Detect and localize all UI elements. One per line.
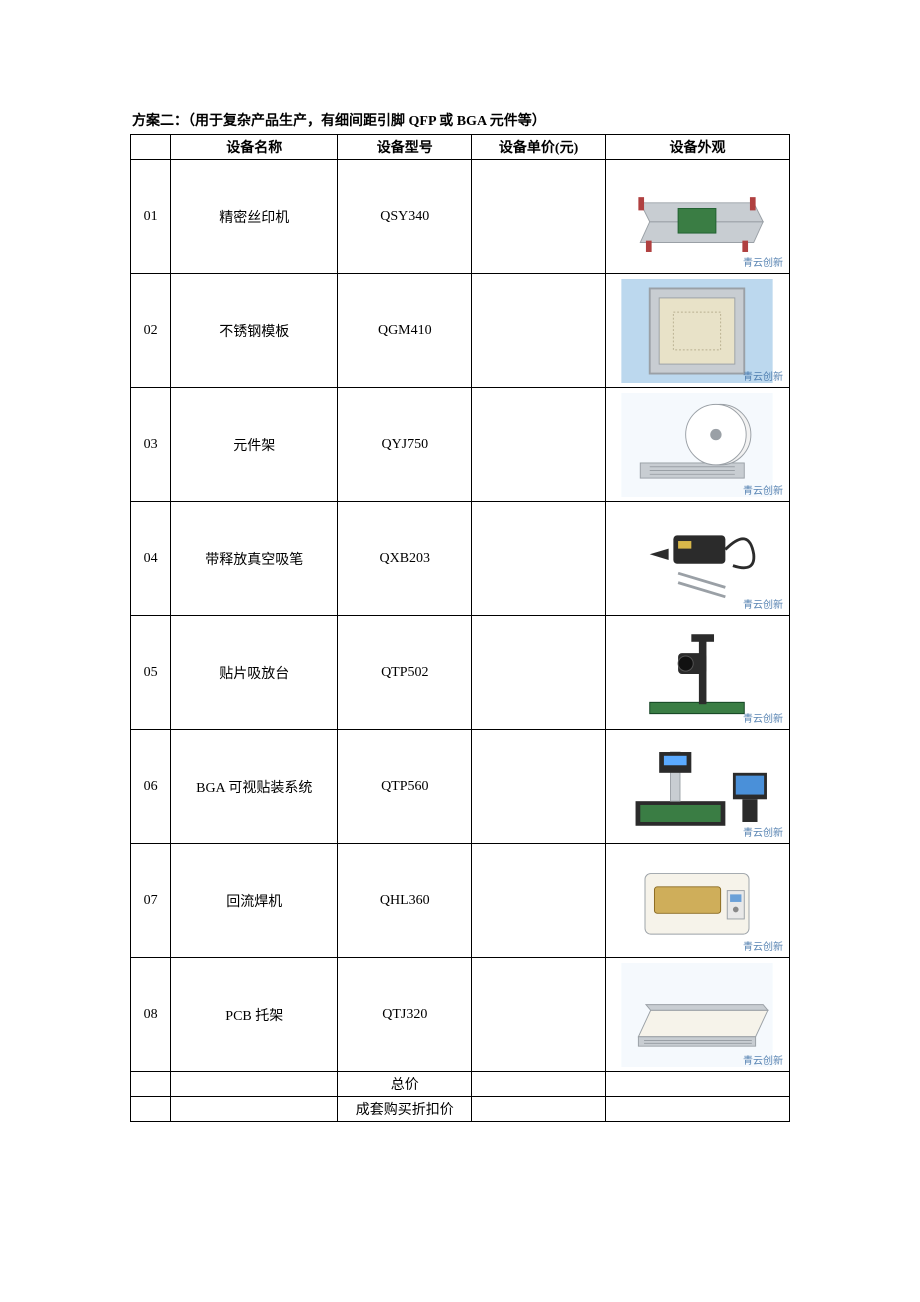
table-row: 04带释放真空吸笔QXB203 青云创新 bbox=[131, 502, 790, 616]
cell-name: 带释放真空吸笔 bbox=[171, 502, 338, 616]
equipment-thumbnail: 青云创新 bbox=[606, 730, 789, 843]
watermark-text: 青云创新 bbox=[743, 938, 783, 953]
cell-image: 青云创新 bbox=[605, 502, 789, 616]
cell-index: 02 bbox=[131, 274, 171, 388]
col-header-price: 设备单价(元) bbox=[472, 135, 606, 160]
watermark-text: 青云创新 bbox=[743, 710, 783, 725]
cell-index: 07 bbox=[131, 844, 171, 958]
col-header-index bbox=[131, 135, 171, 160]
cell-name: 元件架 bbox=[171, 388, 338, 502]
cell-name: 精密丝印机 bbox=[171, 160, 338, 274]
cell-index: 08 bbox=[131, 958, 171, 1072]
cell-image: 青云创新 bbox=[605, 274, 789, 388]
col-header-name: 设备名称 bbox=[171, 135, 338, 160]
cell-model: QSY340 bbox=[338, 160, 472, 274]
cell-price bbox=[472, 160, 606, 274]
table-row: 03元件架QYJ750 青云创新 bbox=[131, 388, 790, 502]
cell-image: 青云创新 bbox=[605, 844, 789, 958]
cell-price bbox=[472, 616, 606, 730]
cell-image: 青云创新 bbox=[605, 616, 789, 730]
cell-summary-value bbox=[472, 1072, 606, 1097]
cell-image: 青云创新 bbox=[605, 388, 789, 502]
cell-image bbox=[605, 1097, 789, 1122]
cell-image: 青云创新 bbox=[605, 958, 789, 1072]
watermark-text: 青云创新 bbox=[743, 254, 783, 269]
watermark-text: 青云创新 bbox=[743, 596, 783, 611]
table-row: 06BGA 可视贴装系统QTP560 青云创新 bbox=[131, 730, 790, 844]
table-row: 08PCB 托架QTJ320 青云创新 bbox=[131, 958, 790, 1072]
equipment-thumbnail: 青云创新 bbox=[606, 388, 789, 501]
cell-price bbox=[472, 388, 606, 502]
watermark-text: 青云创新 bbox=[743, 1052, 783, 1067]
col-header-image: 设备外观 bbox=[605, 135, 789, 160]
table-summary-row: 总价 bbox=[131, 1072, 790, 1097]
watermark-text: 青云创新 bbox=[743, 368, 783, 383]
cell-summary-label: 总价 bbox=[338, 1072, 472, 1097]
cell-index: 05 bbox=[131, 616, 171, 730]
cell-name: 贴片吸放台 bbox=[171, 616, 338, 730]
cell-summary-value bbox=[472, 1097, 606, 1122]
cell-model: QXB203 bbox=[338, 502, 472, 616]
cell-name bbox=[171, 1072, 338, 1097]
cell-index bbox=[131, 1097, 171, 1122]
table-row: 01精密丝印机QSY340 青云创新 bbox=[131, 160, 790, 274]
col-header-model: 设备型号 bbox=[338, 135, 472, 160]
cell-summary-label: 成套购买折扣价 bbox=[338, 1097, 472, 1122]
cell-price bbox=[472, 958, 606, 1072]
cell-model: QGM410 bbox=[338, 274, 472, 388]
table-row: 05贴片吸放台QTP502 青云创新 bbox=[131, 616, 790, 730]
cell-price bbox=[472, 844, 606, 958]
equipment-thumbnail: 青云创新 bbox=[606, 160, 789, 273]
cell-index: 04 bbox=[131, 502, 171, 616]
table-row: 07回流焊机QHL360 青云创新 bbox=[131, 844, 790, 958]
cell-model: QTP560 bbox=[338, 730, 472, 844]
table-header-row: 设备名称 设备型号 设备单价(元) 设备外观 bbox=[131, 135, 790, 160]
cell-name: 不锈钢模板 bbox=[171, 274, 338, 388]
cell-name: PCB 托架 bbox=[171, 958, 338, 1072]
cell-index bbox=[131, 1072, 171, 1097]
cell-name bbox=[171, 1097, 338, 1122]
cell-index: 06 bbox=[131, 730, 171, 844]
equipment-thumbnail: 青云创新 bbox=[606, 616, 789, 729]
cell-index: 01 bbox=[131, 160, 171, 274]
equipment-thumbnail: 青云创新 bbox=[606, 274, 789, 387]
cell-image: 青云创新 bbox=[605, 160, 789, 274]
equipment-thumbnail: 青云创新 bbox=[606, 958, 789, 1071]
cell-index: 03 bbox=[131, 388, 171, 502]
equipment-thumbnail: 青云创新 bbox=[606, 502, 789, 615]
cell-price bbox=[472, 274, 606, 388]
equipment-thumbnail: 青云创新 bbox=[606, 844, 789, 957]
table-row: 02不锈钢模板QGM410 青云创新 bbox=[131, 274, 790, 388]
cell-name: BGA 可视贴装系统 bbox=[171, 730, 338, 844]
cell-name: 回流焊机 bbox=[171, 844, 338, 958]
table-summary-row: 成套购买折扣价 bbox=[131, 1097, 790, 1122]
watermark-text: 青云创新 bbox=[743, 824, 783, 839]
cell-price bbox=[472, 730, 606, 844]
cell-model: QTP502 bbox=[338, 616, 472, 730]
equipment-table: 设备名称 设备型号 设备单价(元) 设备外观 01精密丝印机QSY340 青云创新… bbox=[130, 134, 790, 1122]
cell-image: 青云创新 bbox=[605, 730, 789, 844]
cell-image bbox=[605, 1072, 789, 1097]
cell-model: QYJ750 bbox=[338, 388, 472, 502]
watermark-text: 青云创新 bbox=[743, 482, 783, 497]
cell-model: QHL360 bbox=[338, 844, 472, 958]
plan-title: 方案二：（用于复杂产品生产，有细间距引脚 QFP 或 BGA 元件等） bbox=[130, 110, 790, 130]
cell-price bbox=[472, 502, 606, 616]
cell-model: QTJ320 bbox=[338, 958, 472, 1072]
